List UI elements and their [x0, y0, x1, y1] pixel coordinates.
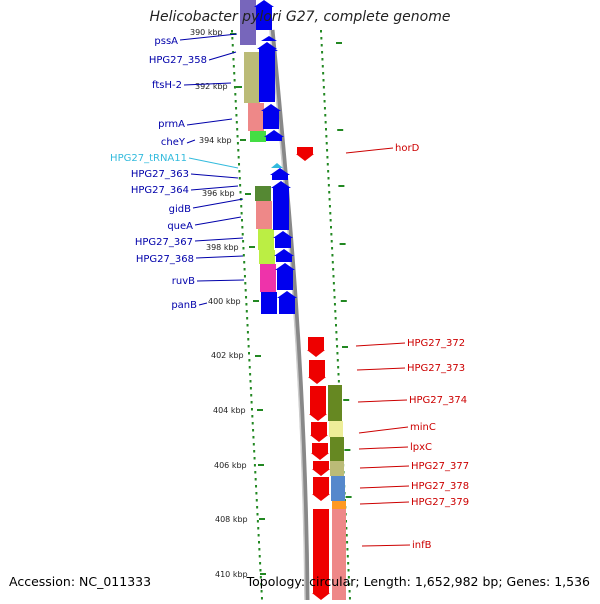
- gene-labels-left: pssA HPG27_358 ftsH-2 prmA cheY HPG27_tR…: [110, 33, 245, 311]
- tick-labels: 390 kbp 392 kbp 394 kbp 396 kbp 398 kbp …: [190, 28, 248, 579]
- cog-block-left: [258, 229, 274, 250]
- cog-block-right: [332, 509, 346, 600]
- forward-gene-arrow: [271, 181, 291, 230]
- tick-label-398: 398 kbp: [206, 243, 239, 252]
- cog-block-right: [332, 501, 346, 509]
- gene-label-pssA[interactable]: pssA: [154, 36, 178, 47]
- gene-label-HPG27-372[interactable]: HPG27_372: [407, 338, 465, 349]
- gene-label-horD[interactable]: horD: [395, 143, 420, 154]
- forward-gene-arrow: [270, 168, 290, 180]
- forward-gene-arrow: [254, 0, 274, 30]
- accession-text: Accession: NC_011333: [9, 574, 152, 589]
- forward-gene-track: [254, 0, 297, 314]
- reverse-gene-arrow: [309, 386, 327, 421]
- cog-block-left: [260, 264, 276, 292]
- cog-block-left: [261, 292, 277, 314]
- cog-block-right: [329, 421, 343, 437]
- genome-summary-text: Topology: circular; Length: 1,652,982 bp…: [246, 574, 590, 589]
- cog-block-left: [248, 103, 264, 131]
- gene-label-panB[interactable]: panB: [171, 300, 197, 311]
- forward-gene-arrow: [262, 46, 278, 51]
- cog-block-left: [250, 131, 266, 142]
- gene-label-HPG27-374[interactable]: HPG27_374: [409, 395, 467, 406]
- forward-gene-arrow: [261, 104, 281, 129]
- reverse-gene-arrow: [312, 477, 330, 501]
- trna-marker: [271, 163, 283, 168]
- tick-label-400: 400 kbp: [208, 297, 241, 306]
- gene-label-HPG27-364[interactable]: HPG27_364: [131, 185, 189, 196]
- reverse-gene-arrow: [310, 422, 328, 442]
- tick-label-390: 390 kbp: [190, 28, 223, 37]
- gene-label-lpxC[interactable]: lpxC: [410, 442, 432, 453]
- tick-label-394: 394 kbp: [199, 136, 232, 145]
- forward-gene-arrow: [277, 291, 297, 314]
- genome-backbone: [269, 29, 310, 601]
- cog-block-right: [328, 385, 342, 421]
- gene-label-HPG27-373[interactable]: HPG27_373: [407, 363, 465, 374]
- gene-label-ruvB[interactable]: ruvB: [172, 276, 195, 287]
- gene-label-infB[interactable]: infB: [412, 540, 432, 551]
- reverse-gene-arrow: [308, 360, 326, 384]
- cog-block-left: [244, 52, 260, 103]
- reverse-gene-arrow: [311, 443, 329, 460]
- forward-gene-arrow: [264, 130, 284, 141]
- reverse-gene-track: [296, 147, 330, 600]
- gene-label-HPG27-379[interactable]: HPG27_379: [411, 497, 469, 508]
- gene-label-HPG27-378[interactable]: HPG27_378: [411, 481, 469, 492]
- gene-label-minC[interactable]: minC: [410, 422, 436, 433]
- gene-label-HPG27-tRNA11[interactable]: HPG27_tRNA11: [110, 153, 187, 164]
- reverse-gene-arrow: [307, 337, 325, 357]
- reverse-gene-arrow-horD: [296, 147, 314, 161]
- tick-label-402: 402 kbp: [211, 351, 244, 360]
- forward-gene-arrow: [257, 42, 277, 102]
- gene-label-prmA[interactable]: prmA: [158, 119, 185, 130]
- tick-label-392: 392 kbp: [195, 82, 228, 91]
- cog-block-right: [330, 461, 344, 476]
- gene-label-HPG27-377[interactable]: HPG27_377: [411, 461, 469, 472]
- cog-track-left: [240, 0, 277, 314]
- gene-label-queA[interactable]: queA: [167, 221, 193, 232]
- tick-label-410: 410 kbp: [215, 570, 248, 579]
- forward-gene-arrow: [275, 263, 295, 290]
- cog-block-left: [240, 0, 256, 45]
- gene-labels-right: horD HPG27_372 HPG27_373 HPG27_374 minC …: [345, 143, 469, 551]
- cog-block-left: [255, 186, 271, 201]
- cog-block-left: [259, 250, 275, 264]
- gene-label-HPG27-368[interactable]: HPG27_368: [136, 254, 194, 265]
- cog-block-left: [256, 201, 272, 229]
- cog-block-right: [330, 437, 344, 461]
- forward-gene-arrow: [261, 36, 277, 41]
- gene-label-gidB[interactable]: gidB: [169, 204, 191, 215]
- tick-label-408: 408 kbp: [215, 515, 248, 524]
- gene-label-ftsH-2[interactable]: ftsH-2: [152, 80, 182, 91]
- gene-label-HPG27-367[interactable]: HPG27_367: [135, 237, 193, 248]
- cog-block-right: [331, 476, 345, 501]
- gene-label-HPG27-363[interactable]: HPG27_363: [131, 169, 189, 180]
- gene-label-HPG27-358[interactable]: HPG27_358: [149, 55, 207, 66]
- reverse-gene-arrow: [312, 461, 330, 476]
- forward-gene-arrow: [273, 231, 293, 248]
- tick-label-406: 406 kbp: [214, 461, 247, 470]
- tick-label-396: 396 kbp: [202, 189, 235, 198]
- cog-track-right: [328, 385, 346, 600]
- gene-label-cheY[interactable]: cheY: [161, 137, 186, 148]
- forward-gene-arrow: [274, 249, 294, 262]
- tick-label-404: 404 kbp: [213, 406, 246, 415]
- map-title: Helicobacter pylori G27, complete genome: [149, 9, 451, 25]
- reverse-gene-arrow: [312, 509, 330, 600]
